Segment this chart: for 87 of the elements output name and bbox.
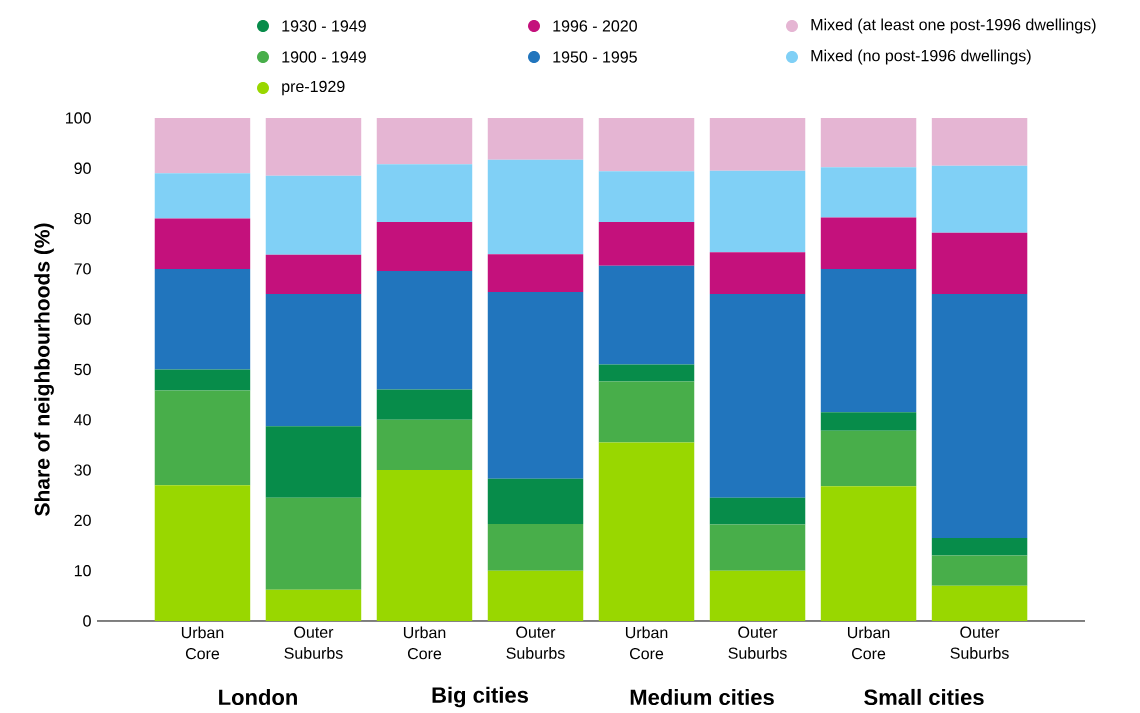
bar [820, 431, 917, 487]
bar [376, 118, 473, 165]
legend-label: 1900 - 1949 [282, 51, 366, 63]
legend-label: 1930 - 1949 [282, 20, 366, 32]
bar [931, 294, 1028, 539]
x-tick-label: Urban Core [847, 626, 890, 660]
legend-label: Mixed (at least one post-1996 dwellings) [811, 18, 1096, 34]
y-tick-label: 40 [74, 414, 91, 426]
y-tick-label: 50 [74, 364, 91, 376]
bar [931, 165, 1028, 233]
bar [709, 118, 806, 171]
bar [265, 254, 362, 295]
bar [931, 232, 1028, 295]
bar [376, 389, 473, 420]
legend-label: 1950 - 1995 [553, 51, 637, 63]
bar [709, 170, 806, 253]
x-tick-label: Urban Core [625, 626, 668, 660]
y-tick-label: 100 [66, 112, 91, 124]
bar [487, 118, 584, 160]
bar [376, 222, 473, 272]
y-tick-label: 90 [74, 162, 91, 175]
bar [820, 118, 917, 168]
text: London [219, 689, 297, 706]
bar [820, 167, 917, 218]
y-tick-label: 60 [74, 313, 91, 326]
y-tick-label: 70 [74, 263, 91, 275]
bar [154, 485, 251, 622]
legend-label: 1996 - 2020 [553, 20, 637, 32]
bar [376, 164, 473, 223]
bar [709, 497, 806, 525]
legend-label: Mixed (no post-1996 dwellings) [811, 49, 1031, 65]
bar [820, 486, 917, 622]
bar [709, 252, 806, 295]
y-tick-label: 80 [74, 213, 91, 225]
bar [487, 292, 584, 479]
bar [376, 271, 473, 390]
bar [820, 217, 917, 270]
x-tick-label: Outer Suburbs [728, 626, 787, 660]
text: Small cities [864, 689, 984, 706]
bar [154, 390, 251, 486]
bar [487, 524, 584, 571]
bar [709, 570, 806, 622]
text: Medium cities [630, 689, 774, 706]
bar [487, 570, 584, 622]
text: Big cities [432, 686, 528, 708]
legend-label: pre-1929 [282, 80, 345, 96]
bar [376, 470, 473, 622]
bar [931, 555, 1028, 586]
bar [265, 589, 362, 622]
bar [154, 369, 251, 391]
bar [709, 524, 806, 571]
bar [487, 254, 584, 293]
bar [598, 381, 695, 443]
bar [598, 266, 695, 365]
bar [487, 478, 584, 525]
bar [487, 159, 584, 255]
bar [820, 412, 917, 432]
x-tick-label: Outer Suburbs [950, 626, 1009, 660]
y-tick-label: 20 [74, 514, 91, 527]
bar [709, 294, 806, 498]
x-tick-label: Urban Core [181, 626, 224, 660]
y-tick-label: 30 [74, 464, 91, 476]
y-axis-title: Share of neighbourhoods (%) [34, 223, 54, 517]
bar [598, 171, 695, 223]
bar [598, 442, 695, 622]
bar [154, 269, 251, 370]
bar [265, 176, 362, 255]
bar [154, 218, 251, 270]
bar [154, 173, 251, 219]
bar [265, 497, 362, 590]
x-tick-label: Urban Core [403, 626, 446, 660]
x-tick-label: Outer Suburbs [506, 626, 565, 660]
bar [265, 294, 362, 427]
bar [598, 364, 695, 382]
bar [820, 269, 917, 413]
y-tick-label: 0 [83, 615, 91, 627]
x-tick-label: Outer Suburbs [284, 626, 343, 660]
bar [598, 222, 695, 267]
bar [598, 118, 695, 172]
bar [931, 118, 1028, 166]
bar [376, 419, 473, 471]
y-tick-label: 10 [74, 565, 91, 577]
bar [931, 538, 1028, 556]
bar [154, 118, 251, 174]
bar [931, 585, 1028, 622]
bar [265, 426, 362, 498]
bar [265, 118, 362, 177]
